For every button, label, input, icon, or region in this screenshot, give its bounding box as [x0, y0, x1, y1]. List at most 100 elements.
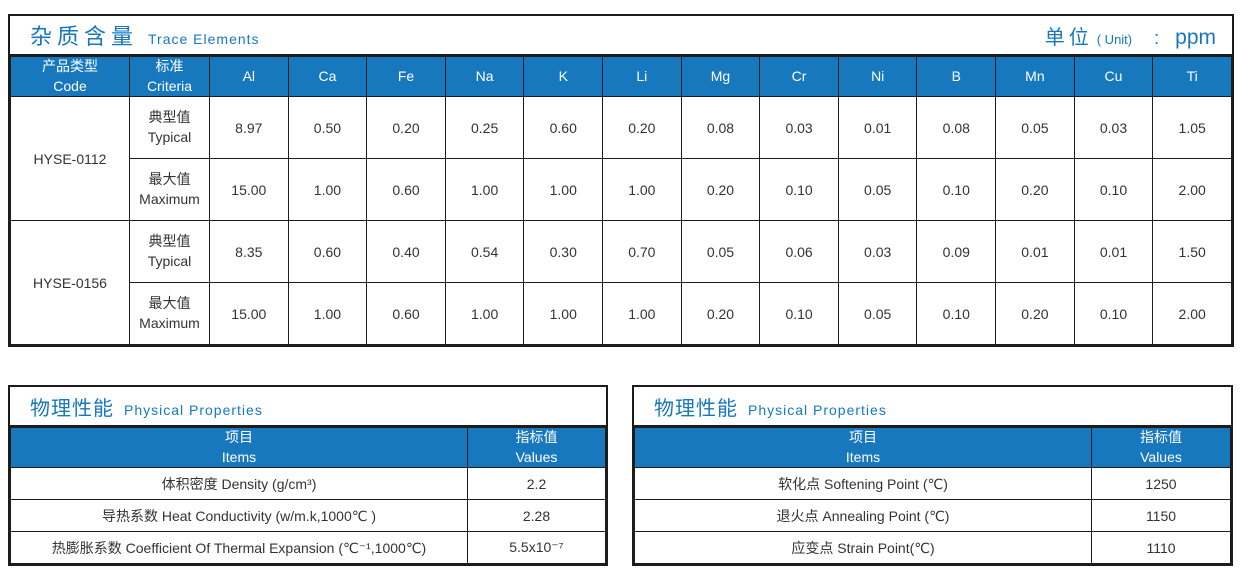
item-cell: 应变点 Strain Point(℃) [634, 531, 1092, 565]
value-cell: 8.97 [209, 96, 289, 160]
value-cell: 1.00 [602, 158, 682, 222]
criteria-cell: 典型值 Typical [129, 96, 210, 160]
trace-elements-table: 产品类型 Code 标准 Criteria Al Ca Fe Na K Li M… [10, 55, 1232, 346]
unit-colon: : [1154, 27, 1160, 48]
value-cell: 5.5x10⁻⁷ [467, 531, 606, 565]
physical-properties-panel-right: 物理性能 Physical Properties 项目 Items 指标值 Va… [632, 385, 1233, 567]
criteria-en: Maximum [139, 314, 200, 331]
value-cell: 0.03 [759, 96, 839, 160]
column-header-values: 指标值 Values [467, 426, 606, 469]
value-cell: 2.00 [1152, 282, 1232, 346]
value-cell: 0.05 [837, 158, 918, 222]
value-cell: 0.20 [680, 282, 761, 346]
value-cell: 0.60 [366, 282, 446, 346]
value-cell: 0.10 [916, 282, 997, 346]
value-cell: 0.60 [523, 96, 604, 160]
column-header-items-en: Items [221, 448, 257, 465]
value-cell: 2.28 [467, 499, 606, 533]
column-header-criteria-en: Criteria [146, 77, 193, 94]
table-row: 软化点 Softening Point (℃) 1250 [634, 467, 1231, 501]
value-cell: 0.06 [759, 220, 839, 284]
value-cell: 1.00 [602, 282, 682, 346]
table-row: HYSE-0156 典型值 Typical 8.35 0.60 0.40 0.5… [10, 220, 1232, 346]
column-header-element: Al [209, 55, 289, 98]
table-row: 热膨胀系数 Coefficient Of Thermal Expansion (… [10, 531, 606, 565]
column-header-criteria-cn: 标准 [155, 58, 184, 74]
trace-elements-title: 杂质含量 Trace Elements [30, 19, 260, 51]
item-cell: 导热系数 Heat Conductivity (w/m.k,1000℃ ) [10, 499, 468, 533]
value-cell: 1.00 [523, 158, 604, 222]
column-header-element: Mg [680, 55, 761, 98]
value-cell: 0.60 [366, 158, 446, 222]
table-row: 最大值 Maximum 15.00 1.00 0.60 1.00 1.00 1.… [11, 282, 1232, 346]
physical-left-title: 物理性能 Physical Properties [30, 392, 263, 421]
item-cell: 退火点 Annealing Point (℃) [634, 499, 1092, 533]
value-cell: 0.70 [602, 220, 682, 284]
value-cell: 0.54 [444, 220, 525, 284]
table-row: HYSE-0112 典型值 Typical 8.97 0.50 0.20 0.2… [10, 96, 1232, 222]
criteria-cn: 最大值 [148, 171, 191, 188]
value-cell: 1250 [1091, 467, 1231, 501]
column-header-items: 项目 Items [10, 426, 468, 469]
value-cell: 1.00 [444, 282, 525, 346]
physical-properties-panel-left: 物理性能 Physical Properties 项目 Items 指标值 Va… [8, 385, 608, 567]
column-header-element: Ti [1152, 55, 1232, 98]
column-header-element: Na [444, 55, 525, 98]
column-header-items: 项目 Items [634, 426, 1092, 469]
column-header-element: Cr [759, 55, 839, 98]
item-cell: 热膨胀系数 Coefficient Of Thermal Expansion (… [10, 531, 468, 565]
unit-label-cn: 单位 [1044, 26, 1093, 49]
column-header-element: B [916, 55, 997, 98]
value-cell: 0.60 [287, 220, 368, 284]
column-header-values: 指标值 Values [1091, 426, 1231, 469]
value-cell: 0.10 [759, 158, 839, 222]
physical-right-header-row: 项目 Items 指标值 Values [634, 426, 1231, 469]
criteria-en: Typical [147, 252, 192, 269]
value-cell: 0.09 [916, 220, 997, 284]
value-cell: 0.01 [995, 220, 1075, 284]
table-row: 应变点 Strain Point(℃) 1110 [634, 531, 1231, 565]
criteria-cn: 典型值 [148, 109, 191, 126]
column-header-element: Li [602, 55, 682, 98]
physical-left-title-en: Physical Properties [124, 401, 263, 418]
physical-left-title-cn: 物理性能 [30, 397, 114, 420]
value-cell: 0.05 [837, 282, 918, 346]
criteria-cn: 典型值 [148, 233, 191, 250]
product-code-cell: HYSE-0156 [10, 220, 130, 346]
item-cell: 软化点 Softening Point (℃) [634, 467, 1092, 501]
criteria-en: Typical [147, 128, 192, 145]
trace-elements-panel: 杂质含量 Trace Elements 单位 ( Unit) : ppm 产品类… [8, 14, 1234, 348]
value-cell: 1.00 [287, 282, 368, 346]
value-cell: 2.00 [1152, 158, 1232, 222]
physical-properties-table-left: 项目 Items 指标值 Values 体积密度 Density (g/cm³)… [10, 426, 606, 565]
value-cell: 0.20 [366, 96, 446, 160]
table-row: 导热系数 Heat Conductivity (w/m.k,1000℃ ) 2.… [10, 499, 606, 533]
item-cell: 体积密度 Density (g/cm³) [10, 467, 468, 501]
value-cell: 0.25 [444, 96, 525, 160]
value-cell: 0.20 [995, 158, 1075, 222]
unit-value: ppm [1175, 25, 1216, 49]
value-cell: 0.03 [1073, 96, 1154, 160]
column-header-values-en: Values [1140, 448, 1182, 465]
value-cell: 0.03 [837, 220, 918, 284]
value-cell: 1.00 [523, 282, 604, 346]
physical-left-header-row: 项目 Items 指标值 Values [10, 426, 606, 469]
value-cell: 0.10 [759, 282, 839, 346]
value-cell: 2.2 [467, 467, 606, 501]
value-cell: 1.50 [1152, 220, 1232, 284]
value-cell: 8.35 [209, 220, 289, 284]
physical-right-title-bar: 物理性能 Physical Properties [634, 387, 1231, 427]
column-header-values-cn: 指标值 [1140, 429, 1182, 445]
column-header-values-en: Values [515, 448, 558, 465]
value-cell: 0.20 [995, 282, 1075, 346]
column-header-items-cn: 项目 [849, 429, 877, 445]
table-row: 体积密度 Density (g/cm³) 2.2 [10, 467, 606, 501]
value-cell: 0.10 [1073, 282, 1154, 346]
criteria-cell: 最大值 Maximum [129, 158, 210, 222]
physical-right-title-cn: 物理性能 [654, 397, 738, 420]
value-cell: 0.05 [995, 96, 1075, 160]
value-cell: 0.01 [1073, 220, 1154, 284]
trace-title-cn: 杂质含量 [30, 24, 139, 49]
value-cell: 0.20 [680, 158, 761, 222]
column-header-code-en: Code [53, 77, 87, 94]
